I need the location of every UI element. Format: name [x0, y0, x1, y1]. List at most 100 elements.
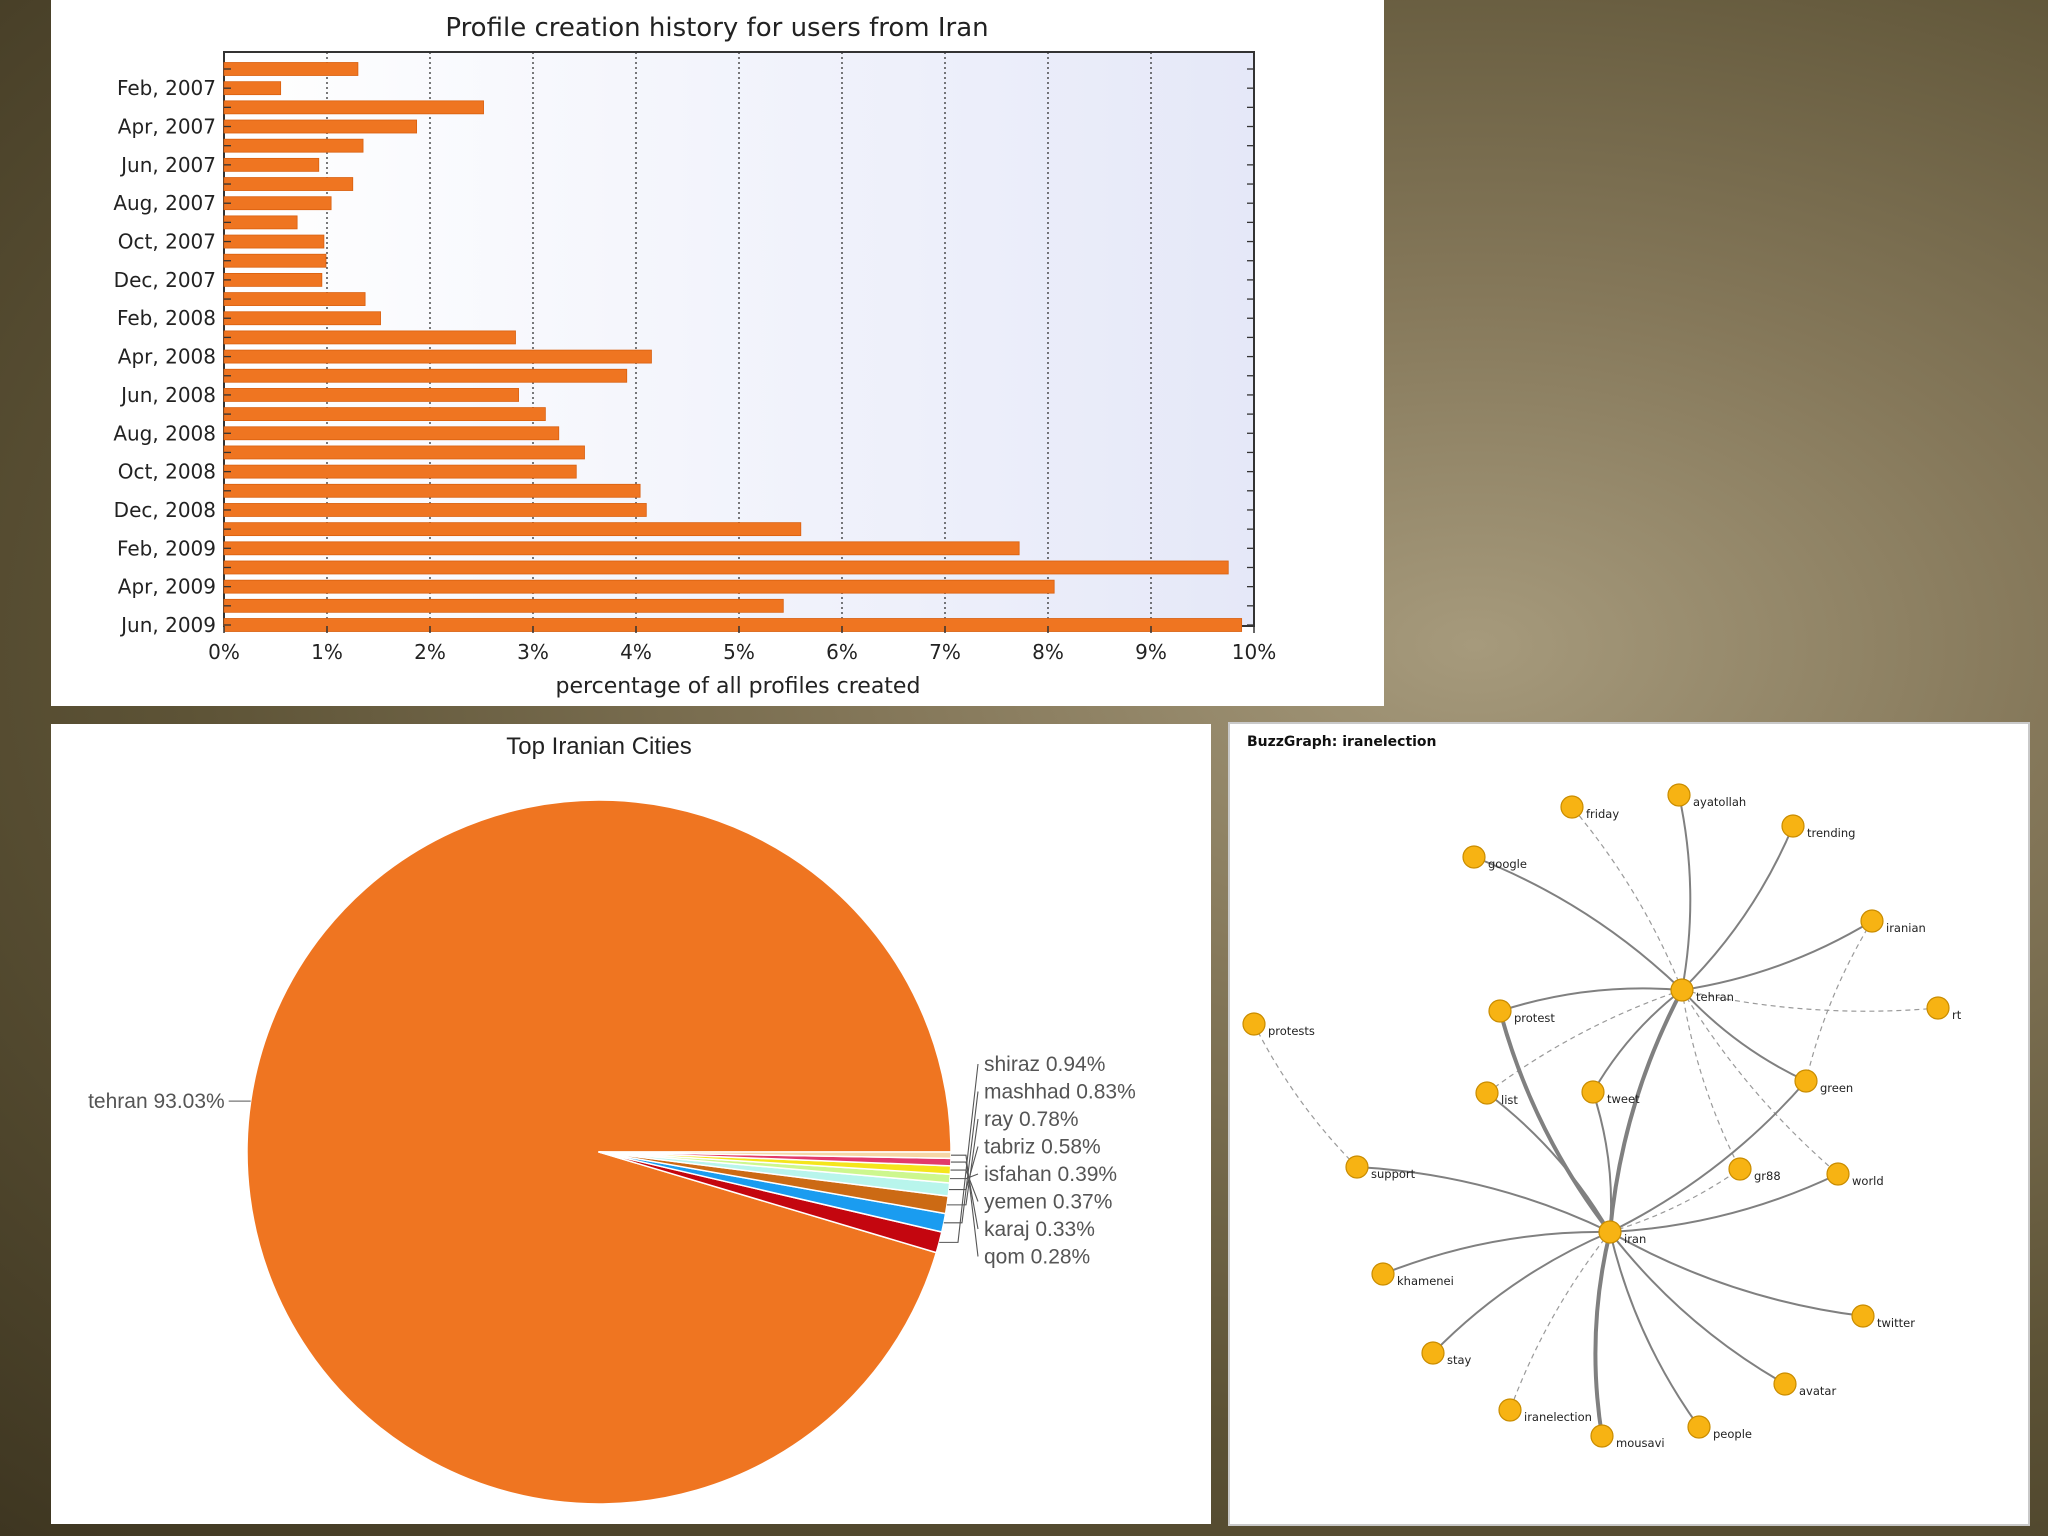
pie-label-qom: qom 0.28%	[984, 1246, 1090, 1269]
bar	[223, 62, 359, 76]
bar-y-axis: Feb, 2007 Apr, 2007 Jun, 2007 Aug, 2007 Oct,…	[113, 68, 1254, 637]
bar	[223, 138, 364, 153]
graph-edge	[1356, 1166, 1611, 1233]
bar	[223, 349, 652, 364]
graph-node-gr88[interactable]	[1728, 1157, 1752, 1181]
pie-leader-line	[950, 1169, 979, 1202]
x-tick-label: 8%	[1032, 640, 1064, 664]
graph-node-label: avatar	[1799, 1384, 1836, 1398]
graph-node-support[interactable]	[1345, 1155, 1369, 1179]
y-tick-label: Feb, 2009	[117, 536, 216, 560]
graph-node-google[interactable]	[1462, 845, 1486, 869]
graph-node-label: support	[1371, 1167, 1416, 1181]
graph-node-protests[interactable]	[1242, 1012, 1266, 1036]
graph-edge	[1608, 989, 1684, 1233]
graph-edge	[1609, 1173, 1839, 1233]
graph-node-label: world	[1852, 1174, 1884, 1188]
y-tick-label: Feb, 2008	[117, 306, 216, 330]
bar-chart-panel: Profile creation history for users from …	[51, 0, 1384, 706]
bar	[223, 272, 323, 287]
x-tick-label: 3%	[517, 640, 549, 664]
graph-edge	[1678, 794, 1692, 991]
graph-node-label: gr88	[1754, 1169, 1781, 1183]
graph-edge	[1253, 1023, 1358, 1168]
pie-label-tabriz: tabriz 0.58%	[984, 1136, 1101, 1159]
pie-chart-title: Top Iranian Cities	[506, 733, 691, 760]
pie-leader-line	[947, 1118, 979, 1206]
bar	[223, 503, 647, 517]
graph-node-avatar[interactable]	[1773, 1372, 1797, 1396]
graph-edge	[1681, 825, 1794, 991]
graph-node-label: iranian	[1886, 921, 1926, 935]
graph-node-mousavi[interactable]	[1590, 1424, 1614, 1448]
bar	[223, 598, 784, 613]
graph-edge	[1609, 1168, 1741, 1233]
bar	[223, 426, 560, 441]
graph-node-world[interactable]	[1826, 1162, 1850, 1186]
graph-node-stay[interactable]	[1421, 1341, 1445, 1365]
graph-node-rt[interactable]	[1926, 996, 1950, 1020]
bar	[223, 522, 802, 537]
bar	[223, 541, 1020, 556]
graph-node-label: protests	[1268, 1024, 1315, 1038]
graph-node-iranelection[interactable]	[1498, 1398, 1522, 1422]
graph-edge	[1609, 1231, 1864, 1317]
bar	[223, 407, 546, 422]
graph-node-friday[interactable]	[1560, 795, 1584, 819]
graph-node-iran[interactable]	[1598, 1220, 1622, 1244]
graph-node-label: twitter	[1877, 1316, 1915, 1330]
pie-label-yemen: yemen 0.37%	[984, 1191, 1112, 1214]
x-tick-label: 2%	[414, 640, 446, 664]
pie-leader-line	[950, 1161, 979, 1230]
y-tick-label: Jun, 2008	[119, 383, 216, 407]
x-tick-label: 4%	[620, 640, 652, 664]
bar-x-axis: 0% 1% 2% 3% 4% 5% 6% 7% 8% 9% 10%	[208, 626, 1276, 664]
graph-node-label: trending	[1807, 826, 1855, 840]
y-tick-label: Apr, 2007	[118, 115, 216, 139]
bar	[223, 253, 327, 268]
graph-node-tweet[interactable]	[1581, 1080, 1605, 1104]
bar	[223, 368, 628, 383]
y-tick-label: Aug, 2007	[113, 191, 216, 215]
graph-node-people[interactable]	[1687, 1415, 1711, 1439]
bar-x-axis-label: percentage of all profiles created	[556, 674, 921, 699]
graph-node-khamenei[interactable]	[1371, 1262, 1395, 1286]
graph-node-label: green	[1820, 1081, 1853, 1095]
bar	[223, 215, 298, 230]
graph-node-list[interactable]	[1475, 1081, 1499, 1105]
graph-node-label: protest	[1514, 1011, 1555, 1025]
pie-leader-line	[950, 1154, 979, 1257]
bar	[223, 579, 1055, 594]
graph-node-ayatollah[interactable]	[1667, 783, 1691, 807]
graph-node-label: khamenei	[1397, 1274, 1454, 1288]
bar	[223, 234, 325, 249]
bar	[223, 330, 516, 345]
bar	[223, 445, 585, 460]
bar	[223, 196, 332, 211]
graph-node-trending[interactable]	[1781, 814, 1805, 838]
graph-node-label: tehran	[1696, 990, 1734, 1004]
graph-node-label: tweet	[1607, 1092, 1640, 1106]
pie-leader-line	[939, 1063, 979, 1243]
pie-label-tehran: tehran 93.03%	[88, 1090, 225, 1113]
graph-node-iranian[interactable]	[1860, 909, 1884, 933]
graph-node-label: iranelection	[1524, 1410, 1592, 1424]
pie-chart: Top Iranian Cities tehran 93.03% shiraz 0…	[88, 733, 1136, 1505]
graph-node-label: list	[1501, 1093, 1518, 1107]
pie-label-ray: ray 0.78%	[984, 1108, 1079, 1131]
y-tick-label: Dec, 2007	[114, 268, 216, 292]
bar	[223, 157, 320, 172]
graph-node-protest[interactable]	[1488, 999, 1512, 1023]
graph-edge	[1681, 989, 1939, 1012]
y-tick-label: Apr, 2008	[118, 345, 216, 369]
graph-node-label: rt	[1952, 1008, 1962, 1022]
y-tick-label: Jun, 2009	[119, 613, 216, 637]
graph-node-twitter[interactable]	[1851, 1304, 1875, 1328]
graph-node-tehran[interactable]	[1670, 978, 1694, 1002]
graph-edges	[1253, 794, 1939, 1437]
bar	[223, 483, 641, 498]
pie-labels: tehran 93.03% shiraz 0.94% mashhad 0.83% ra…	[88, 1053, 1136, 1269]
graph-node-green[interactable]	[1794, 1069, 1818, 1093]
graph-edge	[1592, 1091, 1613, 1233]
graph-node-label: friday	[1586, 807, 1619, 821]
